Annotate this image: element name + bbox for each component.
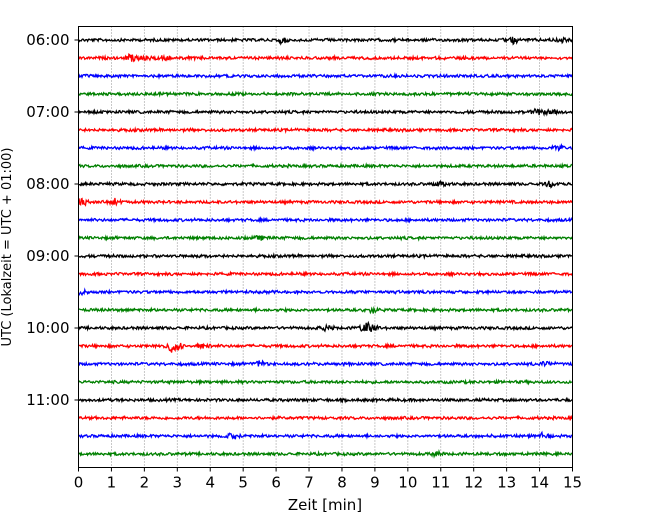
y-axis-label: UTC (Lokalzeit = UTC + 01:00) bbox=[0, 148, 15, 347]
trace-line bbox=[78, 197, 573, 207]
trace-line bbox=[78, 162, 573, 170]
y-axis-ticks: 06:00 07:00 08:00 09:00 10:00 11:00 bbox=[26, 31, 79, 409]
x-tick-label: 14 bbox=[530, 474, 549, 492]
x-tick-label: 9 bbox=[370, 474, 380, 492]
trace-line bbox=[77, 107, 573, 117]
trace-line bbox=[78, 234, 573, 242]
trace-line bbox=[77, 396, 573, 404]
x-tick-label: 6 bbox=[271, 474, 281, 492]
y-tick-label: 09:00 bbox=[26, 247, 69, 265]
y-tick-label: 10:00 bbox=[26, 319, 69, 337]
y-tick-label: 08:00 bbox=[26, 175, 69, 193]
trace-line bbox=[78, 270, 573, 278]
trace-line bbox=[77, 430, 573, 440]
x-tick-label: 13 bbox=[497, 474, 516, 492]
y-tick-label: 06:00 bbox=[26, 31, 69, 49]
trace-line bbox=[78, 126, 573, 134]
trace-line bbox=[78, 53, 573, 63]
y-tick-label: 11:00 bbox=[26, 391, 69, 409]
x-tick-label: 2 bbox=[140, 474, 150, 492]
y-tick-label: 07:00 bbox=[26, 103, 69, 121]
trace-line bbox=[77, 36, 573, 46]
x-tick-label: 0 bbox=[74, 474, 84, 492]
trace-line bbox=[78, 378, 573, 386]
trace-line bbox=[78, 215, 573, 224]
x-tick-label: 3 bbox=[173, 474, 183, 492]
x-tick-label: 5 bbox=[238, 474, 248, 492]
trace-line bbox=[78, 179, 573, 189]
trace-line bbox=[77, 287, 573, 297]
x-axis-ticks: 0 1 2 3 4 5 6 7 8 9 10 11 12 13 14 15 bbox=[74, 467, 582, 492]
x-tick-label: 1 bbox=[107, 474, 117, 492]
trace-line bbox=[77, 72, 573, 80]
seismic-traces bbox=[77, 36, 573, 459]
x-tick-label: 15 bbox=[563, 474, 582, 492]
x-tick-label: 11 bbox=[431, 474, 450, 492]
trace-line bbox=[78, 449, 573, 459]
trace-line bbox=[78, 414, 573, 422]
trace-line bbox=[78, 252, 572, 260]
trace-line bbox=[78, 306, 573, 315]
trace-line bbox=[78, 359, 573, 368]
plot-frame bbox=[78, 26, 573, 468]
x-tick-label: 12 bbox=[464, 474, 483, 492]
trace-line bbox=[77, 320, 573, 333]
x-tick-label: 8 bbox=[337, 474, 347, 492]
x-tick-label: 10 bbox=[398, 474, 417, 492]
trace-line bbox=[77, 90, 573, 98]
x-axis-label: Zeit [min] bbox=[288, 496, 362, 514]
x-tick-label: 7 bbox=[304, 474, 314, 492]
x-tick-label: 4 bbox=[205, 474, 215, 492]
trace-line bbox=[78, 341, 573, 353]
trace-line bbox=[77, 142, 573, 153]
